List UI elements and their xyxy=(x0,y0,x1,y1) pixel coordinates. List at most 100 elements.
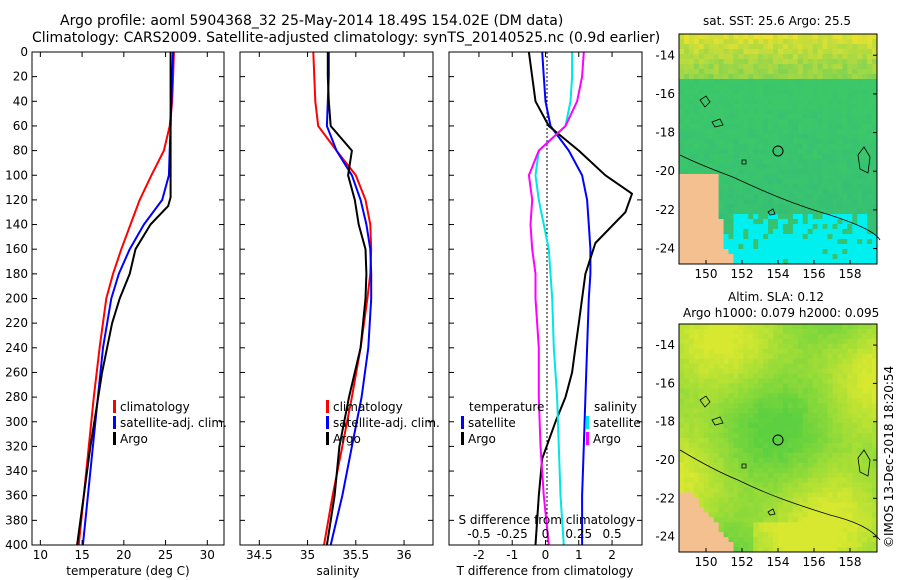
map-cell xyxy=(743,139,749,145)
map-cell xyxy=(693,363,700,370)
x-tick-label: 0 xyxy=(542,548,550,562)
map-cell xyxy=(797,69,804,75)
map-cell xyxy=(758,532,764,538)
map-cell xyxy=(688,522,695,528)
map-cell xyxy=(817,492,823,498)
map-cell xyxy=(753,497,759,503)
map-cell xyxy=(827,99,833,105)
map-cell xyxy=(748,507,754,513)
map-cell xyxy=(778,119,784,125)
map-cell xyxy=(872,79,878,85)
map-cell xyxy=(698,418,705,424)
map-cell xyxy=(817,234,823,240)
map-cell xyxy=(862,358,868,365)
series-line-satellite-adj-clim- xyxy=(81,51,175,546)
map-cell xyxy=(822,472,828,479)
map-cell xyxy=(802,477,809,484)
map-cell xyxy=(708,54,715,60)
map-cell xyxy=(822,254,828,260)
map-cell xyxy=(713,537,719,543)
map-cell xyxy=(802,433,809,439)
map-cell xyxy=(723,497,729,503)
map-cell xyxy=(768,547,774,553)
map-cell xyxy=(852,214,858,220)
map-cell xyxy=(683,164,690,170)
map-cell xyxy=(748,209,754,215)
map-cell xyxy=(812,388,818,394)
map-cell xyxy=(758,64,764,70)
map-cell xyxy=(693,368,700,374)
map-cell xyxy=(827,507,833,513)
map-cell xyxy=(792,492,799,498)
map-cell xyxy=(867,49,873,55)
map-cell xyxy=(812,219,818,225)
map-cell xyxy=(847,214,853,220)
map-cell xyxy=(708,433,715,439)
map-cell xyxy=(693,343,700,350)
map-cell xyxy=(773,353,779,360)
map-cell xyxy=(738,418,744,424)
map-cell xyxy=(683,89,690,95)
map-cell xyxy=(782,249,789,255)
map-cell xyxy=(728,497,734,503)
map-cell xyxy=(763,467,769,474)
map-cell xyxy=(822,388,828,394)
y-tick-label: 40 xyxy=(13,94,28,108)
map-cell xyxy=(782,482,789,488)
map-cell xyxy=(738,423,744,429)
map-cell xyxy=(679,433,685,439)
map-cell xyxy=(842,507,848,513)
map-cell xyxy=(763,462,769,469)
map-cell xyxy=(713,59,719,65)
map-cell xyxy=(738,358,744,365)
map-cell xyxy=(679,54,685,60)
map-cell xyxy=(688,512,695,518)
map-cell xyxy=(787,507,794,513)
map-cell xyxy=(842,159,848,165)
map-cell xyxy=(688,159,695,165)
map-cell xyxy=(817,69,823,75)
map-cell xyxy=(713,383,719,389)
map-cell xyxy=(822,194,828,200)
map-cell xyxy=(723,378,729,384)
map-cell xyxy=(698,507,705,513)
map-cell xyxy=(679,408,685,414)
map-cell xyxy=(763,542,769,548)
map-cell xyxy=(802,179,809,185)
map-cell xyxy=(763,164,769,170)
map-cell xyxy=(822,512,828,518)
map-cell xyxy=(812,199,818,205)
map-cell xyxy=(787,492,794,498)
map-cell xyxy=(743,348,749,355)
map-cell xyxy=(723,59,729,65)
map-cell xyxy=(703,179,710,185)
map-cell xyxy=(768,338,774,345)
map-cell xyxy=(817,547,823,553)
map-cell xyxy=(758,259,764,265)
map-cell xyxy=(773,34,779,40)
map-cell xyxy=(763,433,769,439)
map-cell xyxy=(683,124,690,130)
map-cell xyxy=(703,254,710,260)
map-cell xyxy=(713,447,719,454)
map-cell xyxy=(683,442,690,449)
map-cell xyxy=(723,333,729,340)
map-cell xyxy=(792,328,799,335)
map-cell xyxy=(842,239,848,245)
map-cell xyxy=(837,413,843,419)
map-cell xyxy=(718,517,724,523)
map-cell xyxy=(822,532,828,538)
map-cell xyxy=(837,244,843,250)
map-cell xyxy=(787,169,794,175)
map-cell xyxy=(688,462,695,469)
map-cell xyxy=(792,214,799,220)
map-cell xyxy=(797,84,804,90)
map-cell xyxy=(862,522,868,528)
map-cell xyxy=(802,239,809,245)
map-cell xyxy=(842,179,848,185)
map-cell xyxy=(748,338,754,345)
imos-credit: ©IMOS 13-Dec-2018 18:20:54 xyxy=(882,366,896,548)
map-cell xyxy=(842,139,848,145)
map-cell xyxy=(832,517,838,523)
map-cell xyxy=(703,333,710,340)
